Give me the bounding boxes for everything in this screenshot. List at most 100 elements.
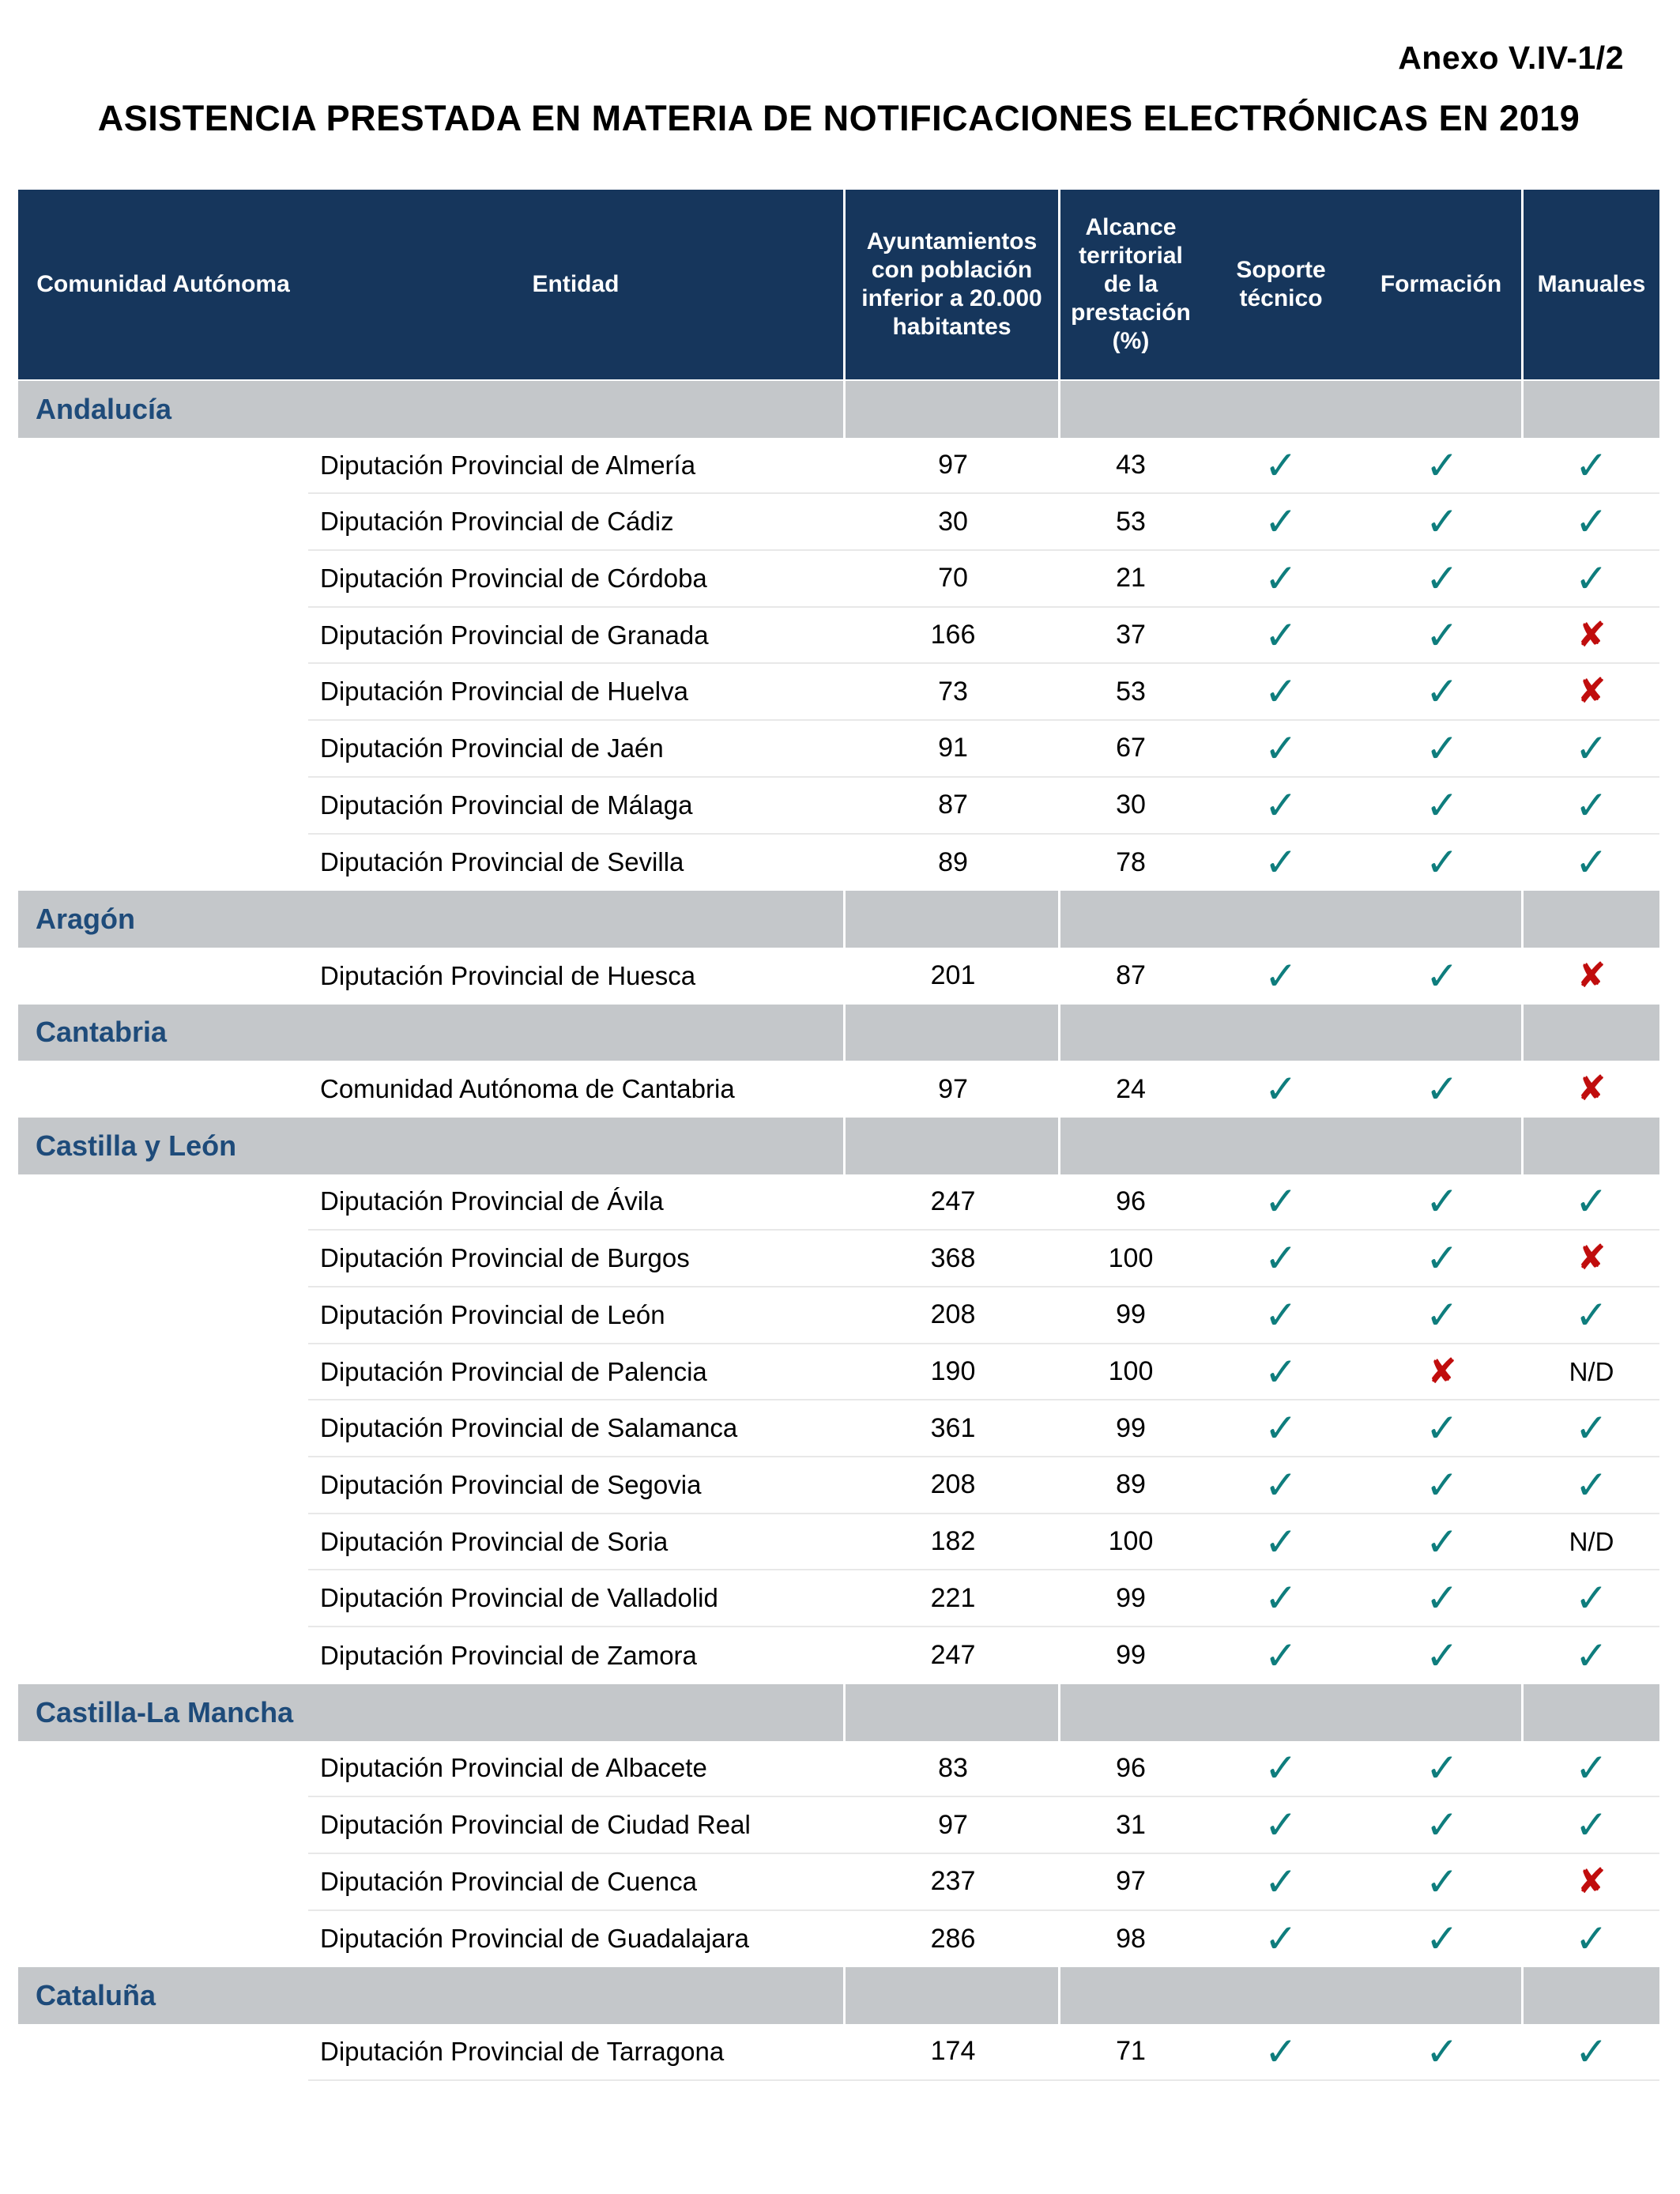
soporte-cell: ✓ [1201,608,1361,665]
group-row-spacer [846,1117,1060,1174]
entity-name: Diputación Provincial de Burgos [308,1231,846,1287]
check-icon: ✓ [1264,1348,1298,1395]
manuales-cell: ✘ [1524,608,1659,665]
table-row: Diputación Provincial de Ciudad Real 97 31… [18,1797,1659,1854]
group-row-spacer [1361,1004,1524,1061]
check-icon: ✓ [1264,1916,1298,1962]
ayuntamientos-value: 190 [846,1344,1060,1401]
entity-name: Diputación Provincial de Huelva [308,664,846,722]
table-row: Diputación Provincial de Ávila 247 96 ✓ ✓ ✓ [18,1174,1659,1231]
comunidad-cell [18,608,308,665]
alcance-value: 21 [1060,551,1201,608]
entity-name: Diputación Provincial de Sevilla [320,847,684,877]
region-label: Cantabria [36,1016,168,1049]
check-icon: ✓ [1426,1235,1459,1282]
group-row-spacer [308,891,846,948]
formacion-cell: ✓ [1361,835,1524,892]
soporte-cell: ✓ [1201,438,1361,495]
group-row-spacer [1361,1117,1524,1174]
table-row: Diputación Provincial de Burgos 368 100 ✓ ✓ ✘ [18,1231,1659,1287]
ayuntamientos-value: 247 [930,1640,976,1671]
formacion-cell: ✓ [1361,721,1524,778]
check-icon: ✓ [1264,1858,1298,1905]
soporte-cell: ✓ [1201,494,1361,552]
comunidad-cell [18,1287,308,1344]
alcance-value: 97 [1060,1854,1201,1911]
group-row-spacer [1361,891,1524,948]
entity-name: Diputación Provincial de Almería [308,438,846,495]
region-group-row: Aragón [18,891,1659,948]
entity-name: Diputación Provincial de Valladolid [308,1570,846,1628]
comunidad-cell [18,438,308,495]
alcance-value: 30 [1060,778,1201,835]
check-icon: ✓ [1575,1405,1608,1452]
check-icon: ✓ [1426,499,1459,545]
check-icon: ✓ [1575,1745,1608,1792]
manuales-cell: ✓ [1524,494,1659,552]
comunidad-cell [18,778,308,835]
ayuntamientos-value: 247 [846,1174,1060,1231]
check-icon: ✓ [1575,839,1608,886]
alcance-value: 96 [1060,1741,1201,1798]
table-row: Diputación Provincial de Cádiz 30 53 ✓ ✓ ✓ [18,494,1659,552]
manuales-cell: N/D [1524,1514,1659,1571]
soporte-cell: ✓ [1201,1741,1361,1798]
ayuntamientos-value: 89 [938,846,968,877]
comunidad-cell [18,1400,308,1457]
check-icon: ✓ [1264,1291,1298,1338]
soporte-cell: ✓ [1201,1797,1361,1854]
formacion-cell: ✘ [1361,1344,1524,1401]
alcance-value: 99 [1116,1640,1146,1671]
formacion-cell: ✓ [1361,1287,1524,1344]
soporte-cell: ✓ [1201,948,1361,1005]
entity-name: Diputación Provincial de Tarragona [308,2024,846,2081]
alcance-value: 98 [1116,1923,1146,1954]
formacion-cell: ✓ [1361,1911,1524,1968]
check-icon: ✓ [1264,1575,1298,1622]
group-row-spacer [1524,1005,1659,1061]
check-icon: ✓ [1575,1916,1608,1962]
soporte-cell: ✓ [1201,1344,1361,1401]
manuales-cell: ✓ [1524,1741,1659,1798]
table-row: Diputación Provincial de León 208 99 ✓ ✓ ✓ [18,1287,1659,1344]
comunidad-cell [18,664,308,721]
entity-name: Diputación Provincial de Málaga [308,778,846,835]
ayuntamientos-value: 73 [846,664,1060,722]
ayuntamientos-value: 286 [930,1923,976,1954]
group-row-spacer [846,381,1060,438]
check-icon: ✓ [1264,1461,1298,1508]
check-icon: ✓ [1575,1178,1608,1225]
comunidad-cell [18,1457,308,1514]
ayuntamientos-value: 97 [938,1073,968,1104]
entity-name: Diputación Provincial de León [308,1287,846,1344]
cross-icon: ✘ [1576,955,1607,996]
comunidad-cell [18,1570,308,1627]
entity-name: Diputación Provincial de Córdoba [308,551,846,608]
comunidad-cell [18,551,308,608]
alcance-value: 37 [1060,608,1201,665]
formacion-cell: ✓ [1361,1231,1524,1287]
nd-label: N/D [1569,1356,1614,1386]
column-header-soporte-tecnico: Soporte técnico [1236,257,1326,311]
formacion-cell: ✓ [1361,1457,1524,1514]
group-row-spacer [1201,1684,1361,1741]
group-row-spacer [1060,1005,1201,1061]
alcance-value: 100 [1060,1344,1201,1401]
region-group-row: Castilla-La Mancha [18,1683,1659,1741]
manuales-cell: ✘ [1524,1231,1659,1287]
group-row-spacer [1361,1683,1524,1741]
column-header-manuales: Manuales [1537,271,1646,297]
formacion-cell: ✓ [1361,608,1524,665]
alcance-value: 43 [1060,438,1201,495]
entity-name: Diputación Provincial de Zamora [320,1640,697,1670]
comunidad-cell [18,1174,308,1231]
manuales-cell: ✓ [1524,1457,1659,1514]
manuales-cell: ✘ [1524,1854,1659,1911]
entity-name: Diputación Provincial de Granada [308,608,846,665]
alcance-value: 99 [1060,1570,1201,1628]
group-row-spacer [846,891,1060,948]
check-icon: ✓ [1264,555,1298,601]
cross-icon: ✘ [1576,614,1607,655]
group-row-spacer [846,1967,1060,2024]
comunidad-cell [18,1854,308,1911]
